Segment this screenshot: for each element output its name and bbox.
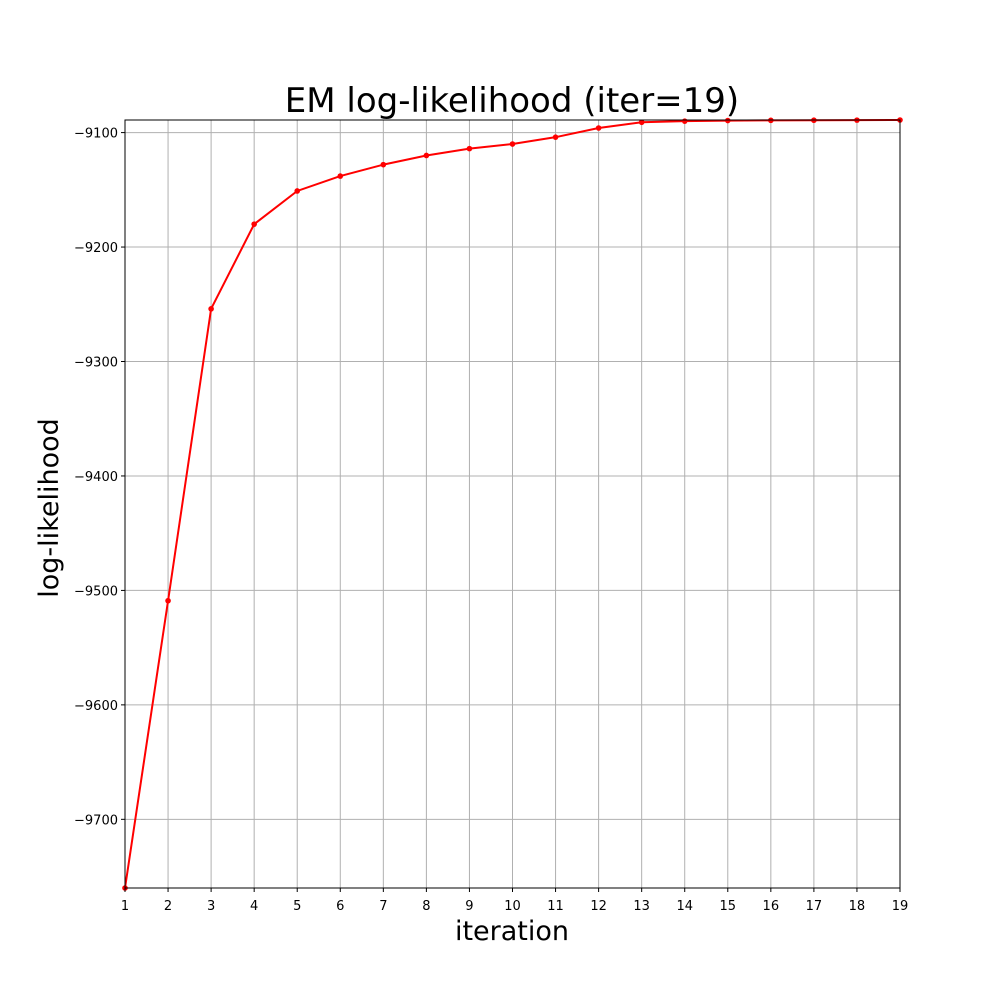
data-point bbox=[208, 306, 214, 312]
data-point bbox=[552, 134, 559, 140]
x-tick-label: 7 bbox=[379, 899, 387, 914]
y-tick-label: −9200 bbox=[74, 241, 118, 256]
y-tick-label: −9500 bbox=[74, 584, 118, 599]
x-tick-label: 3 bbox=[207, 899, 215, 914]
x-tick-label: 15 bbox=[720, 899, 737, 914]
x-tick-label: 8 bbox=[422, 899, 430, 914]
x-tick-label: 11 bbox=[547, 899, 564, 914]
y-axis-label: log-likelihood bbox=[34, 418, 65, 597]
y-tick-label: −9700 bbox=[74, 813, 118, 828]
x-tick-label: 4 bbox=[250, 899, 258, 914]
y-tick-label: −9600 bbox=[74, 699, 118, 714]
data-point bbox=[595, 125, 602, 131]
data-point bbox=[638, 119, 645, 126]
x-tick-label: 2 bbox=[164, 899, 172, 914]
chart-title: EM log-likelihood (iter=19) bbox=[285, 81, 739, 121]
grid-lines bbox=[124, 120, 901, 888]
y-tick-label: −9400 bbox=[74, 470, 118, 485]
data-point bbox=[509, 141, 516, 147]
y-tick-label: −9300 bbox=[74, 356, 118, 371]
x-tick-label: 17 bbox=[806, 899, 823, 914]
y-tick-label: −9100 bbox=[74, 127, 118, 142]
x-tick-label: 5 bbox=[293, 899, 301, 914]
x-tick-label: 19 bbox=[892, 899, 909, 914]
x-tick-label: 6 bbox=[336, 899, 344, 914]
x-tick-label: 16 bbox=[763, 899, 780, 914]
data-point bbox=[423, 152, 430, 159]
data-point bbox=[724, 117, 731, 124]
x-tick-label: 12 bbox=[590, 899, 607, 914]
data-point bbox=[165, 597, 171, 604]
x-tick-label: 14 bbox=[676, 899, 693, 914]
x-axis-label: iteration bbox=[455, 916, 569, 947]
data-point bbox=[251, 221, 257, 227]
x-tick-label: 1 bbox=[121, 899, 129, 914]
x-tick-label: 18 bbox=[849, 899, 866, 914]
x-tick-label: 13 bbox=[633, 899, 650, 914]
data-point bbox=[380, 161, 387, 168]
data-point bbox=[294, 188, 301, 194]
x-tick-label: 10 bbox=[504, 899, 521, 914]
x-tick-label: 9 bbox=[465, 899, 473, 914]
data-point bbox=[337, 173, 344, 179]
data-point bbox=[466, 145, 473, 152]
axis-ticks: 1 2 3 4 5 6 7 8 9 10 11 12 13 14 15 16 17 18 19−9700−9600−… bbox=[74, 127, 908, 914]
